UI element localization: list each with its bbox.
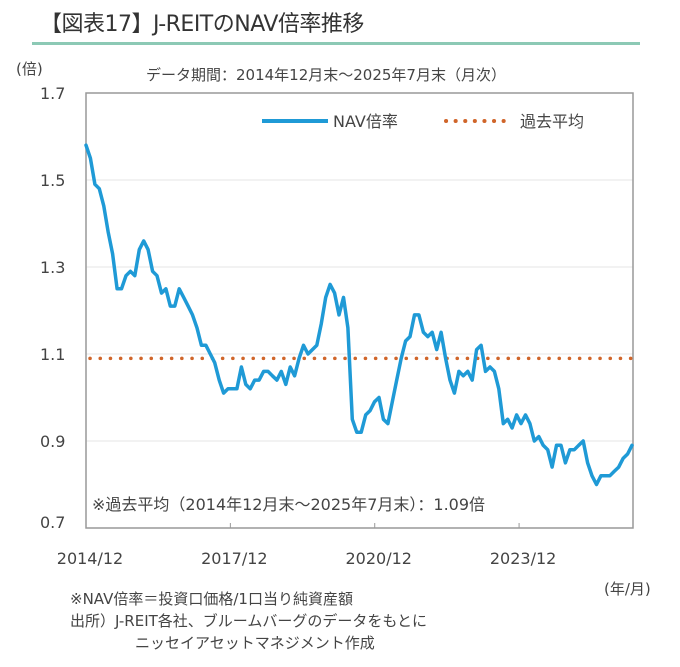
title-divider (32, 42, 640, 45)
y-tick-labels: 1.7 1.5 1.3 1.1 0.9 0.7 (40, 84, 65, 532)
x-tick-labels: 2014/12 2017/12 2020/12 2023/12 (57, 549, 557, 568)
average-annotation: ※過去平均（2014年12月末～2025年7月末）：1.09倍 (92, 495, 485, 514)
x-tick-label: 2017/12 (201, 549, 267, 568)
y-tick-label: 1.3 (40, 258, 65, 277)
x-tick-marks (229, 523, 520, 528)
legend-nav-label: NAV倍率 (333, 112, 398, 131)
y-tick-label: 0.9 (40, 432, 65, 451)
x-tick-label: 2023/12 (490, 549, 556, 568)
x-tick-label: 2020/12 (345, 549, 411, 568)
footnote-source-continued: ニッセイアセットマネジメント作成 (135, 634, 375, 652)
y-tick-label: 1.5 (40, 171, 65, 190)
data-period-label: データ期間：2014年12月末～2025年7月末（月次） (146, 66, 506, 84)
y-tick-label: 1.7 (40, 84, 65, 103)
legend-average-label: 過去平均 (520, 112, 584, 131)
gridlines (86, 179, 633, 442)
y-tick-label: 0.7 (40, 513, 65, 532)
footnote-source: 出所）J-REIT各社、ブルームバーグのデータをもとに (70, 612, 428, 630)
footnote-definition: ※NAV倍率＝投資口価格/1口当り純資産額 (70, 590, 353, 608)
nav-ratio-line (84, 143, 634, 487)
y-tick-label: 1.1 (40, 345, 65, 364)
legend: NAV倍率 過去平均 (262, 112, 584, 131)
x-axis-unit: (年/月) (604, 580, 651, 598)
chart-title: 【図表17】J-REITのNAV倍率推移 (40, 12, 364, 37)
x-tick-label: 2014/12 (57, 549, 123, 568)
plot-frame (85, 92, 634, 529)
y-axis-unit: (倍) (16, 60, 43, 78)
